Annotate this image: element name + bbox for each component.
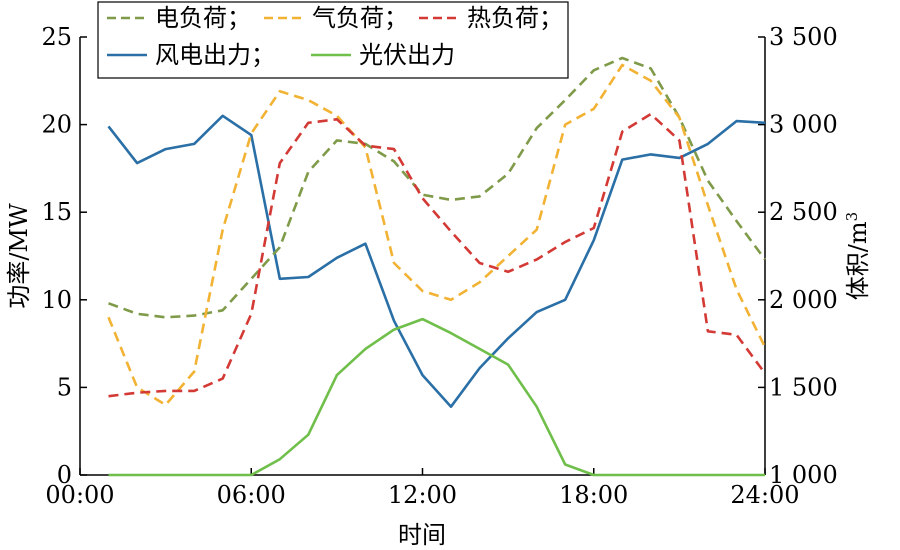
x-tick-label: 12:00 [388, 481, 457, 509]
right-y-ticks: 1 000 1 500 2 000 2 500 3 000 3 500 [758, 23, 838, 489]
legend-label-3: 热负荷； [467, 4, 563, 32]
legend-label-2: 气负荷； [312, 4, 408, 32]
left-y-tick-label: 25 [41, 23, 72, 51]
right-axis-title-main: 体积/m [844, 221, 872, 300]
right-axis-title-superscript: 3 [843, 212, 861, 222]
legend-box [97, 1, 569, 79]
legend: 电负荷； 气负荷； 热负荷； 风电出力； 光伏出力 [97, 1, 569, 79]
right-axis-title: 体积/m3 [843, 212, 872, 300]
x-axis-title: 时间 [398, 521, 446, 549]
left-y-ticks: 0 5 10 15 20 25 [41, 23, 87, 489]
right-y-tick-label: 2 500 [769, 198, 838, 226]
series-line-5 [108, 317, 765, 477]
series-line-2 [107, 63, 767, 407]
x-tick-label: 24:00 [730, 481, 799, 509]
legend-label-4: 风电出力； [155, 41, 275, 69]
left-axis-title: 功率/MW [5, 203, 33, 309]
left-y-tick-label: 0 [57, 461, 72, 489]
x-tick-label: 06:00 [217, 481, 286, 509]
right-y-tick-label: 3 500 [769, 23, 838, 51]
x-tick-label: 18:00 [559, 481, 628, 509]
legend-label-1: 电负荷； [155, 4, 251, 32]
right-y-tick-label: 2 000 [769, 286, 838, 314]
right-y-tick-label: 1 500 [769, 373, 838, 401]
series-line-3 [108, 112, 767, 398]
right-y-tick-label: 1 000 [769, 461, 838, 489]
left-y-tick-label: 5 [57, 373, 72, 401]
left-y-tick-label: 20 [41, 111, 72, 139]
series-group [107, 56, 767, 477]
legend-label-5: 光伏出力 [359, 41, 455, 69]
right-y-tick-label: 3 000 [769, 111, 838, 139]
x-ticks: 00:00 06:00 12:00 18:00 24:00 [45, 468, 800, 509]
x-tick-label: 00:00 [45, 481, 114, 509]
left-y-tick-label: 10 [41, 286, 72, 314]
left-y-tick-label: 15 [41, 198, 72, 226]
series-line-4 [107, 114, 766, 409]
series-line-1 [108, 56, 767, 319]
